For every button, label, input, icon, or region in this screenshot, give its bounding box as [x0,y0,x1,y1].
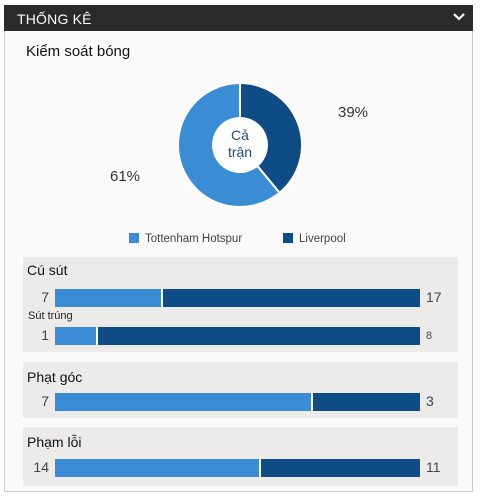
legend-away-swatch [283,233,293,243]
fouls-label: Phạm lỗi [27,434,82,450]
center-label-line1: Cả [231,127,249,143]
legend-home-label: Tottenham Hotspur [145,233,243,245]
fouls-home-value: 14 [33,459,49,475]
shots-on-target-bar-home [55,327,96,345]
donut-center-label: Cả trận [215,127,265,161]
panel-header: THỐNG KÊ [4,5,473,31]
stat-box-fouls: Phạm lỗi 14 11 [23,427,458,486]
shots-on-target-away-value: 8 [426,330,433,342]
fouls-bar [55,459,420,477]
corners-bar-home [55,393,311,411]
fouls-bar-away [259,459,420,477]
donut-center [213,118,267,172]
home-possession-label: 61% [110,168,141,185]
shots-on-target-bar [55,327,420,345]
corners-bar-away [310,393,420,411]
center-label-line2: trận [227,144,253,160]
shots-away-value: 17 [426,289,442,305]
corners-bar [55,393,420,411]
stat-box-corners: Phạt góc 7 3 [23,362,458,418]
corners-home-value: 7 [41,393,49,409]
legend-away-label: Liverpool [299,233,346,245]
panel-title: THỐNG KÊ [17,11,92,27]
shots-on-target-label: Sút trúng [28,310,73,322]
possession-donut-chart [177,81,303,208]
corners-label: Phạt góc [27,369,83,385]
fouls-away-value: 11 [426,459,441,475]
chevron-down-icon[interactable] [451,9,467,25]
fouls-bar-home [55,459,260,477]
corners-away-value: 3 [426,393,434,409]
shots-bar [55,289,420,307]
shots-bar-away [161,289,420,307]
shots-label: Cú sút [27,262,68,278]
possession-title: Kiểm soát bóng [26,43,131,60]
shots-on-target-home-value: 1 [41,327,49,343]
shots-bar-home [55,289,162,307]
legend-away: Liverpool [283,233,346,245]
legend-home-swatch [129,233,139,243]
shots-home-value: 7 [41,289,49,305]
legend-home: Tottenham Hotspur [129,233,242,245]
away-possession-label: 39% [338,104,369,121]
shots-on-target-bar-away [95,327,420,345]
stat-box-shots: Cú sút 7 17 Sút trúng 1 8 [23,257,458,352]
